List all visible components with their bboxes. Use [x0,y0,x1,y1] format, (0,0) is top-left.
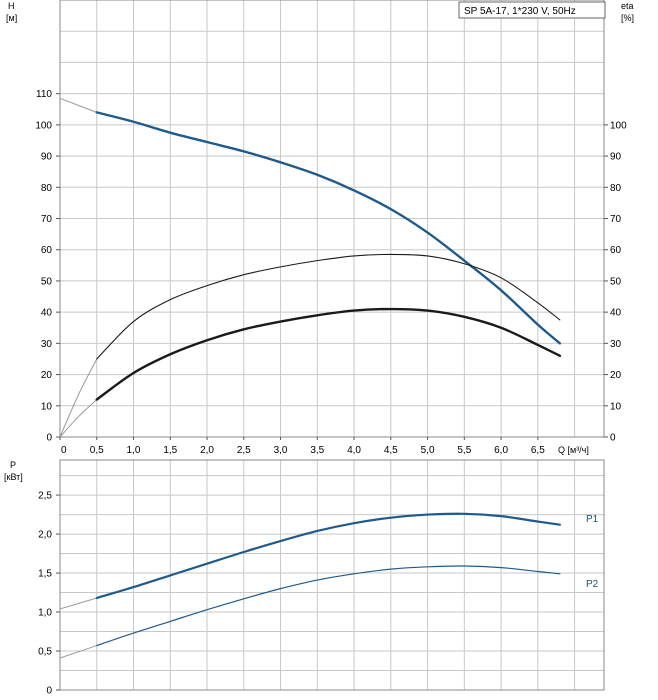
labels-layer: 0 10 20 30 40 50 60 70 80 90 100 110 0 10 20 30 40 50 60 70… [35,89,627,696]
q-tick-label: 5,5 [457,445,471,456]
q-axis-label: Q [м³/ч] [558,445,589,455]
eta-tick-label: 60 [610,245,622,256]
h-tick-label: 30 [41,339,53,350]
eta-tick-label: 80 [610,183,622,194]
h-tick-label: 100 [35,120,52,131]
p-tick-label: 2,5 [38,491,52,502]
q-tick-label: 1,0 [127,445,141,456]
p-tick-label: 1,0 [38,608,52,619]
q-tick-label: 5,0 [421,445,435,456]
p-tick-label: 1,5 [38,569,52,580]
eta_thick-extension-line [59,399,98,438]
eta-tick-label: 70 [610,214,622,225]
p-tick-label: 2,0 [38,530,52,541]
curves-layer [59,97,562,659]
p-axis-title: P [10,460,16,470]
eta-tick-label: 40 [610,308,622,319]
P2-extension-line [59,645,97,659]
q-tick-label: 4,5 [384,445,398,456]
eta-tick-label: 10 [610,401,622,412]
p-tick-label: 0,5 [38,647,52,658]
p-axis-unit: [кВт] [4,472,23,482]
q-tick-label: 4,0 [347,445,361,456]
q-tick-label: 2,5 [237,445,251,456]
P2-curve [96,565,561,647]
q-tick-label: 6,5 [531,445,545,456]
q-tick-label: 2,0 [200,445,214,456]
q-tick-label: 0 [61,445,67,456]
legend-box [458,1,606,19]
q-tick-label: 6,0 [494,445,508,456]
p-tick-label: 0 [46,686,52,697]
q-tick-label: 0,5 [90,445,104,456]
h-tick-label: 40 [41,308,53,319]
eta-tick-label: 20 [610,370,622,381]
p2-series-label: P2 [586,579,599,590]
eta-tick-label: 90 [610,152,622,163]
top-chart-grid [59,0,605,438]
eta-tick-label: 30 [610,339,622,350]
eta-axis-unit: [%] [621,13,634,23]
q-tick-label: 3,5 [310,445,324,456]
legend-text: SP 5A-17, 1*230 V, 50Hz [464,6,576,17]
h-axis-title: H [8,1,15,11]
h-tick-label: 90 [41,152,53,163]
eta-axis-title: eta [621,1,634,11]
q-tick-label: 3,0 [274,445,288,456]
eta-tick-label: 100 [610,120,627,131]
h-tick-label: 0 [46,433,52,444]
eta-tick-label: 0 [610,433,616,444]
h-tick-label: 60 [41,245,53,256]
head-extension-line [59,97,97,113]
h-tick-label: 10 [41,401,53,412]
eta_thick-curve [95,307,562,401]
eta_thin-extension-line [59,358,98,438]
bottom-chart-frame [59,459,605,691]
eta-tick-label: 50 [610,276,622,287]
h-tick-label: 80 [41,183,53,194]
bottom-chart-grid [59,459,605,691]
eta_thin-curve [96,253,561,360]
h-tick-label: 110 [36,89,52,100]
h-tick-label: 50 [41,276,53,287]
head-curve [95,111,562,345]
h-axis-unit: [м] [6,13,17,23]
h-tick-label: 70 [41,214,53,225]
p1-series-label: P1 [586,514,599,525]
P1-curve [95,512,561,600]
q-tick-label: 1,5 [163,445,177,456]
P1-extension-line [59,597,97,610]
h-tick-label: 20 [41,370,53,381]
